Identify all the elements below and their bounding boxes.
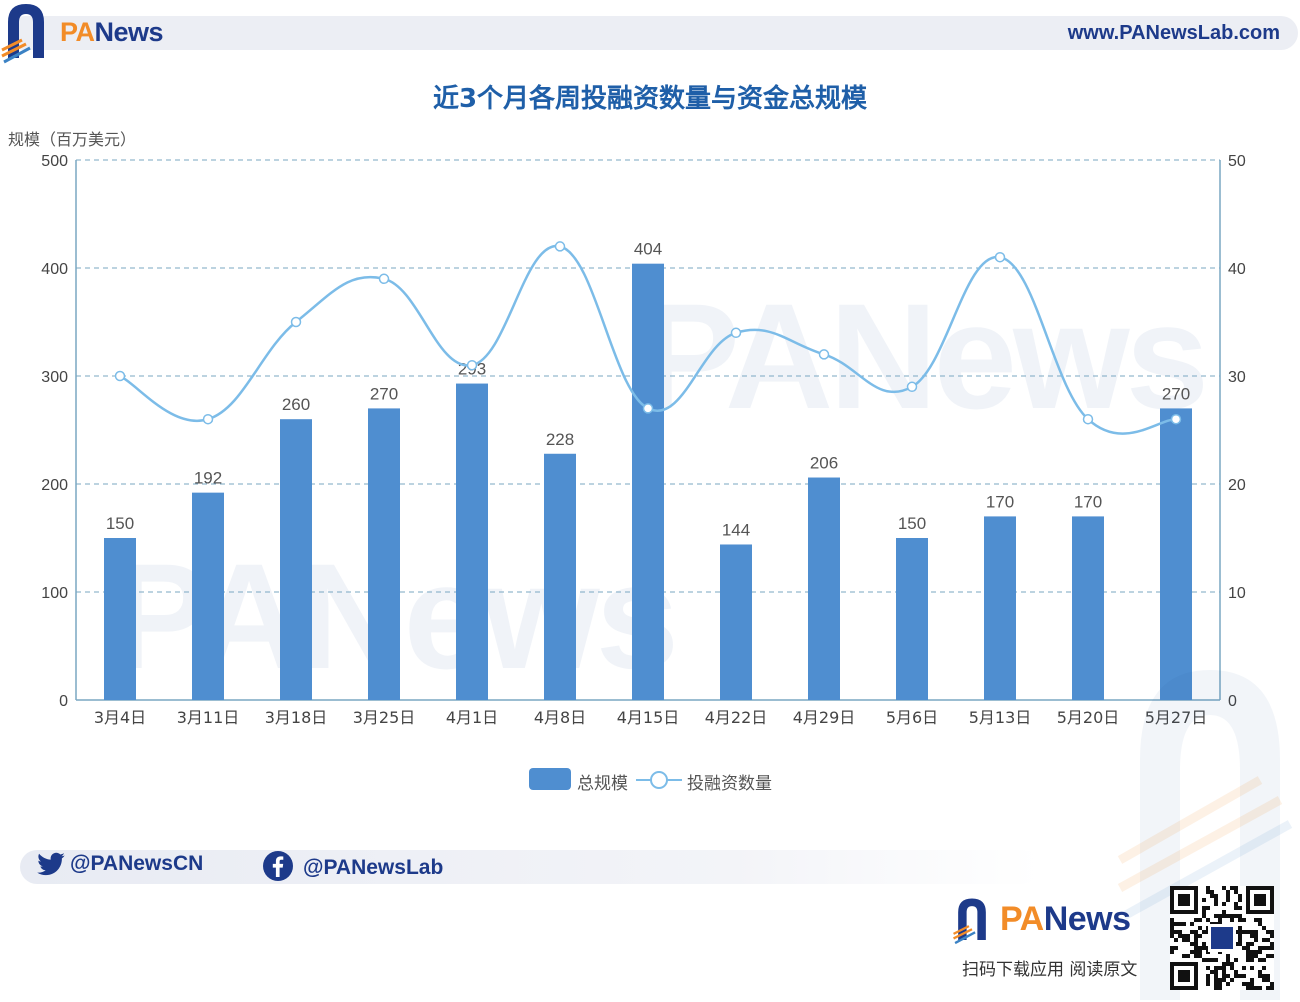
x-tick-label: 3月25日	[353, 708, 416, 727]
line-point	[1082, 413, 1094, 425]
bar	[1160, 408, 1192, 700]
y2-tick-label: 10	[1228, 585, 1246, 602]
x-tick-label: 3月4日	[94, 708, 146, 727]
bar	[984, 516, 1016, 700]
facebook-handle[interactable]: @PANewsLab	[303, 856, 444, 879]
panews-logo-icon	[1, 4, 44, 64]
line-point	[290, 316, 302, 328]
line-point	[378, 273, 390, 285]
x-tick-label: 5月20日	[1057, 708, 1120, 727]
bar	[896, 538, 928, 700]
legend-bar-swatch[interactable]	[529, 768, 571, 790]
bar-value-label: 170	[1074, 492, 1102, 511]
bar	[104, 538, 136, 700]
y-axis-label: 规模（百万美元）	[8, 130, 137, 149]
y-tick-label: 0	[59, 693, 68, 710]
line-point	[114, 370, 126, 382]
twitter-icon[interactable]	[36, 852, 66, 878]
bar	[280, 419, 312, 700]
bar-value-label: 192	[194, 469, 222, 488]
y-tick-label: 300	[41, 369, 68, 386]
y2-tick-label: 50	[1228, 153, 1246, 170]
social-bar	[20, 850, 1040, 884]
chart-title: 近3个月各周投融资数量与资金总规模	[432, 84, 868, 114]
x-tick-label: 5月27日	[1145, 708, 1208, 727]
y-tick-label: 200	[41, 477, 68, 494]
line-point	[818, 349, 830, 360]
bar	[368, 408, 400, 700]
x-tick-label: 4月29日	[793, 708, 856, 727]
panews-logo-icon	[953, 898, 986, 945]
header-bar	[8, 16, 1298, 50]
bar-value-label: 170	[986, 492, 1014, 511]
legend-line-swatch[interactable]	[636, 769, 682, 791]
y-tick-label: 100	[41, 585, 68, 602]
y2-tick-label: 20	[1228, 477, 1246, 494]
line-point	[466, 359, 478, 371]
facebook-icon[interactable]	[262, 850, 294, 882]
y-tick-label: 400	[41, 261, 68, 278]
bar-value-label: 144	[722, 520, 750, 539]
site-url-link[interactable]: www.PANewsLab.com	[1067, 22, 1280, 44]
y2-tick-label: 40	[1228, 261, 1246, 278]
legend-line-label[interactable]: 投融资数量	[687, 774, 772, 794]
twitter-handle[interactable]: @PANewsCN	[70, 852, 204, 875]
bar-value-label: 270	[370, 384, 398, 403]
x-tick-label: 4月15日	[617, 708, 680, 727]
scan-download-text: 扫码下载应用 阅读原文	[962, 960, 1138, 980]
bar-value-label: 150	[898, 514, 926, 533]
bar	[544, 453, 576, 700]
line-point	[1170, 413, 1182, 425]
bar-value-label: 150	[106, 514, 134, 533]
x-tick-label: 5月13日	[969, 708, 1032, 727]
x-tick-label: 3月18日	[265, 708, 328, 727]
legend-bar-label[interactable]: 总规模	[577, 774, 628, 794]
bar-value-label: 404	[634, 240, 662, 259]
y2-tick-label: 30	[1228, 369, 1246, 386]
bar	[192, 492, 224, 700]
line-point	[554, 241, 566, 252]
legend: 总规模 投融资数量	[0, 765, 1300, 794]
line-point	[994, 251, 1006, 263]
footer-brand-name: PANews	[1000, 900, 1131, 938]
bar-value-label: 260	[282, 395, 310, 414]
qr-code-icon[interactable]	[1170, 886, 1274, 990]
x-tick-label: 3月11日	[177, 708, 240, 727]
x-tick-label: 5月6日	[886, 708, 938, 727]
bar	[720, 544, 752, 700]
y-tick-label: 500	[41, 153, 68, 170]
line-point	[730, 327, 742, 339]
line-point	[202, 413, 214, 425]
line-point	[642, 403, 654, 414]
chart-area: 0 100 200 300 400 500 0 10 20 30 40 50 150 192 260 270 2…	[41, 153, 1246, 727]
line-point	[906, 381, 918, 393]
bar	[1072, 516, 1104, 700]
bar	[632, 263, 664, 700]
x-tick-label: 4月1日	[446, 708, 498, 727]
bar-value-label: 270	[1162, 384, 1190, 403]
bar	[456, 383, 488, 700]
x-tick-label: 4月22日	[705, 708, 768, 727]
bar	[808, 477, 840, 700]
brand-name: PANews	[60, 17, 164, 47]
bar-value-label: 206	[810, 454, 838, 473]
y2-tick-label: 0	[1228, 693, 1237, 710]
bar-value-label: 228	[546, 430, 574, 449]
x-tick-label: 4月8日	[534, 708, 586, 727]
